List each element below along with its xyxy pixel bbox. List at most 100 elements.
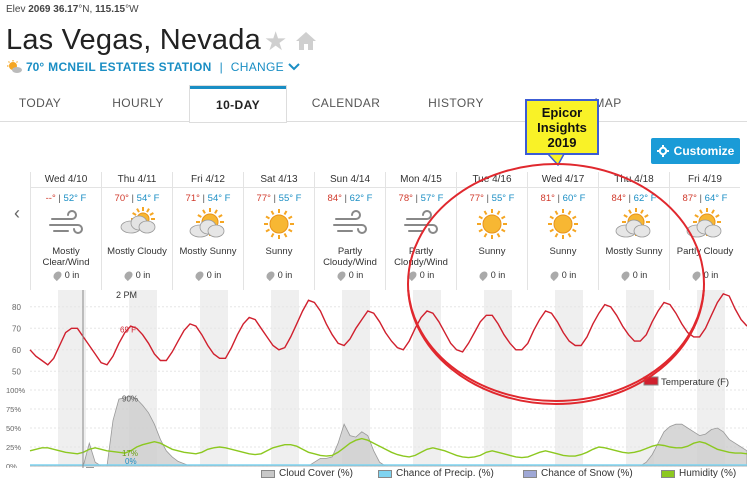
y-tick-label: 100% (6, 386, 26, 395)
day-high: 77° (469, 193, 484, 204)
y-tick-label: 50% (6, 424, 21, 433)
day-precip: 0 in (528, 269, 598, 281)
day-date: Sun 4/14 (315, 172, 385, 188)
legend-chance-snow[interactable]: Chance of Snow (%) (523, 468, 633, 479)
cloud-cover-area (30, 395, 747, 467)
cursor-humidity-label: 17% (122, 449, 138, 458)
raindrop-icon (477, 269, 489, 281)
day-date: Wed 4/17 (528, 172, 598, 188)
tab-today[interactable]: TODAY (18, 96, 62, 110)
customize-label: Customize (673, 144, 735, 158)
sun-cloud-icon (686, 208, 722, 238)
day-high: 84° (327, 193, 342, 204)
y-tick-label: 50 (12, 367, 21, 376)
day-hi-lo: 77° | 55° F (256, 193, 302, 204)
chevron-left-icon[interactable]: ‹ (14, 203, 20, 223)
sun-cloud-icon (189, 208, 225, 238)
day-column[interactable]: Thu 4/11 70° | 54° F Mostly Cloudy 0 in (101, 172, 172, 290)
tab-10-day[interactable]: 10-DAY (190, 86, 286, 122)
day-condition: Sunny (549, 246, 577, 257)
day-precip: 0 in (244, 269, 314, 281)
day-column[interactable]: Wed 4/17 81° | 60° F Sunny 0 in (527, 172, 598, 290)
cursor-precip-label: 0% (125, 457, 137, 466)
day-high: 87° (682, 193, 697, 204)
day-column[interactable]: Tue 4/16 77° | 55° F Sunny 0 in (456, 172, 527, 290)
raindrop-icon (690, 269, 702, 281)
day-low: 62° F (349, 193, 373, 204)
favorite-star-icon[interactable]: ★ (264, 26, 288, 56)
home-icon[interactable] (294, 29, 318, 53)
chevron-down-icon[interactable] (288, 63, 300, 71)
legend-chance-precip[interactable]: Chance of Precip. (%) (378, 468, 494, 479)
day-condition: Partly Cloudy (676, 246, 734, 257)
y-tick-label: 0% (6, 462, 17, 468)
day-date: Mon 4/15 (386, 172, 456, 188)
day-date: Wed 4/10 (31, 172, 101, 188)
legend-humidity[interactable]: Humidity (%) (661, 468, 736, 479)
station-name[interactable]: MCNEIL ESTATES STATION (48, 60, 212, 74)
raindrop-icon (406, 269, 418, 281)
gear-icon (656, 145, 669, 157)
day-hi-lo: 87° | 64° F (682, 193, 728, 204)
day-column[interactable]: Thu 4/18 84° | 62° F Mostly Sunny 0 in (598, 172, 669, 290)
day-precip: 0 in (102, 269, 172, 281)
day-precip: 0 in (315, 269, 385, 281)
day-high: --° (45, 193, 56, 204)
day-hi-lo: --° | 52° F (45, 193, 87, 204)
tab-map[interactable]: MAP (594, 96, 622, 110)
day-forecast-bar: Wed 4/10 --° | 52° F Mostly Clear/Wind 0 in… (30, 172, 747, 290)
wind-icon (333, 210, 367, 234)
day-column[interactable]: Mon 4/15 78° | 57° F Partly Cloudy/Wind 0 i… (385, 172, 456, 290)
day-condition: Mostly Sunny (605, 246, 663, 257)
y-tick-label: 60 (12, 346, 21, 355)
epicor-insights-callout: Epicor Insights 2019 (525, 99, 599, 155)
day-date: Fri 4/12 (173, 172, 243, 188)
night-band (626, 386, 654, 466)
day-condition: Sunny (265, 246, 293, 257)
legend-swatch (261, 469, 275, 478)
day-hi-lo: 71° | 54° F (185, 193, 231, 204)
day-date: Thu 4/18 (599, 172, 669, 188)
day-high: 71° (185, 193, 200, 204)
day-column[interactable]: Fri 4/19 87° | 64° F Partly Cloudy 0 in (669, 172, 740, 290)
day-condition: Partly Cloudy/Wind (323, 246, 377, 268)
day-low: 55° F (491, 193, 515, 204)
day-hi-lo: 77° | 55° F (469, 193, 515, 204)
forecast-tabs: TODAY HOURLY 10-DAY CALENDAR HISTORY MAP (0, 86, 747, 122)
raindrop-icon (335, 269, 347, 281)
tab-calendar[interactable]: CALENDAR (311, 96, 381, 110)
customize-button[interactable]: Customize (651, 138, 740, 164)
hourly-chart: 80 70 60 50 69 F 2 PM Temperature (F) 100% 75% 50… (6, 290, 747, 468)
day-low: 55° F (278, 193, 302, 204)
legend-cloud-cover[interactable]: Cloud Cover (%) (261, 468, 353, 479)
station-selector: 70° MCNEIL ESTATES STATION | CHANGE (6, 60, 300, 74)
day-low: 57° F (420, 193, 444, 204)
raindrop-icon (548, 269, 560, 281)
sun-icon (548, 209, 578, 239)
day-precip: 0 in (386, 269, 456, 281)
tab-history[interactable]: HISTORY (428, 96, 484, 110)
legend-swatch (643, 376, 659, 386)
station-temp: 70° (26, 60, 45, 74)
day-column[interactable]: Sun 4/14 84° | 62° F Partly Cloudy/Wind 0 i… (314, 172, 385, 290)
day-column[interactable]: Sat 4/13 77° | 55° F Sunny 0 in (243, 172, 314, 290)
day-precip: 0 in (670, 269, 740, 281)
night-band (129, 290, 157, 386)
day-column[interactable]: Wed 4/10 --° | 52° F Mostly Clear/Wind 0 in (30, 172, 101, 290)
day-column[interactable]: Fri 4/12 71° | 54° F Mostly Sunny 0 in (172, 172, 243, 290)
night-band (342, 290, 370, 386)
day-high: 84° (611, 193, 626, 204)
night-band (200, 290, 228, 386)
day-condition: Mostly Clear/Wind (42, 246, 90, 268)
day-high: 78° (398, 193, 413, 204)
partly-cloudy-icon (7, 60, 22, 73)
tab-hourly[interactable]: HOURLY (112, 96, 164, 110)
day-low: 62° F (633, 193, 657, 204)
sun-cloud-icon (615, 208, 651, 238)
day-hi-lo: 84° | 62° F (611, 193, 657, 204)
cloud-sun-icon (120, 207, 156, 234)
change-station-link[interactable]: CHANGE (230, 60, 284, 74)
day-low: 64° F (704, 193, 728, 204)
day-date: Sat 4/13 (244, 172, 314, 188)
cursor-time-label: 2 PM (116, 290, 137, 300)
